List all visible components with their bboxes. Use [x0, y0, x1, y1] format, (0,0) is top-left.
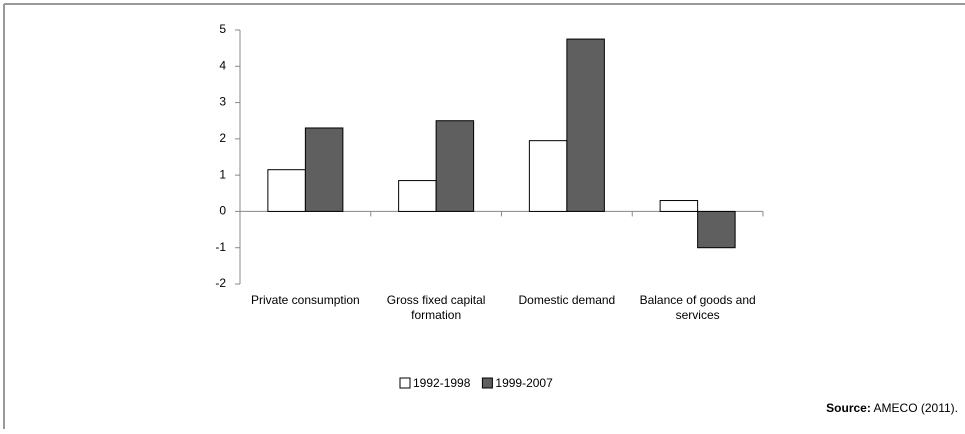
x-tick-label-box: Private consumption [251, 293, 360, 307]
source: Source: AMECO (2011). [826, 401, 958, 415]
bar [566, 38, 605, 212]
legend-label: 1999-2007 [495, 376, 553, 390]
y-tick-label: -1 [215, 240, 226, 254]
y-tick-label: -2 [215, 276, 226, 290]
bar [697, 210, 736, 249]
bar [304, 127, 344, 212]
x-tick-label-box: Balance of goods and services [639, 293, 756, 322]
x-tick-label-box: Gross fixed capital formation [386, 293, 486, 322]
legend-label: 1992-1998 [413, 376, 471, 390]
x-tick-label: Private consumption [251, 293, 360, 307]
x-tick-label: Domestic demand [518, 293, 616, 307]
x-tick-label: Gross fixed capital formation [386, 293, 486, 322]
y-tick-label: 3 [219, 95, 226, 109]
y-tick-label: 1 [219, 167, 226, 181]
bar [267, 169, 306, 212]
legend-swatch [399, 377, 411, 389]
source-label: Source: [826, 401, 871, 415]
x-tick-label: Balance of goods and services [639, 293, 756, 322]
y-tick-label: 4 [219, 58, 226, 72]
bar [435, 120, 475, 212]
bar [659, 200, 699, 212]
y-tick-label: 5 [219, 22, 226, 36]
x-tick-label-box: Domestic demand [518, 293, 616, 307]
y-tick-label: 2 [219, 131, 226, 145]
bar [398, 180, 437, 212]
legend-swatch [481, 377, 493, 389]
bar [528, 140, 568, 212]
source-text: AMECO (2011). [874, 401, 958, 415]
y-tick-label: 0 [219, 204, 226, 218]
